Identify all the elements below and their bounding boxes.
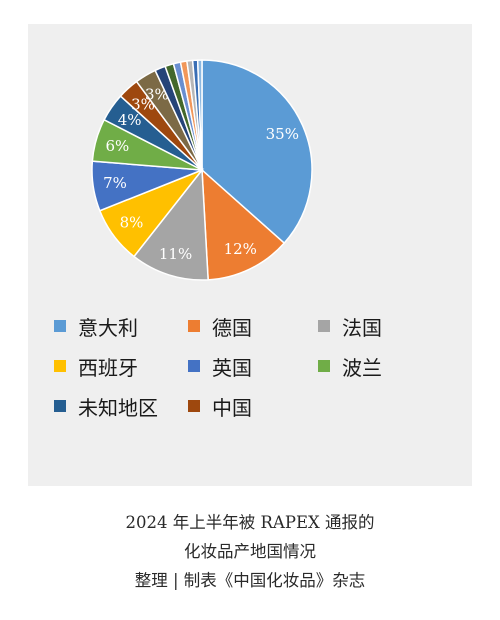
legend-swatch xyxy=(54,360,66,372)
legend-item-6: 未知地区 xyxy=(54,394,158,420)
legend-label: 意大利 xyxy=(78,315,138,340)
legend-item-4: 英国 xyxy=(188,354,252,380)
slice-data-label-2: 11% xyxy=(159,245,192,263)
legend-swatch xyxy=(318,360,330,372)
legend-label: 波兰 xyxy=(342,355,382,380)
legend-label: 德国 xyxy=(212,315,252,340)
pie-slice-2 xyxy=(132,167,209,281)
legend-swatch xyxy=(188,320,200,332)
legend-swatch xyxy=(188,360,200,372)
legend-item-7: 中国 xyxy=(188,394,252,420)
pie-slice-0 xyxy=(201,59,313,245)
pie-slice-1 xyxy=(201,168,286,281)
legend-label: 未知地区 xyxy=(78,395,158,420)
figure-caption: 2024 年上半年被 RAPEX 通报的 化妆品产地国情况 整理 | 制表《中国… xyxy=(0,508,500,595)
legend-label: 西班牙 xyxy=(78,355,138,380)
slice-data-label-0: 35% xyxy=(266,125,299,143)
slice-data-label-4: 7% xyxy=(103,174,127,192)
legend-label: 英国 xyxy=(212,355,252,380)
caption-line-1: 2024 年上半年被 RAPEX 通报的 xyxy=(125,513,375,532)
slice-data-label-7: 3% xyxy=(131,96,155,114)
legend-item-5: 波兰 xyxy=(318,354,382,380)
chart-legend: 意大利 德国 法国西班牙 英国 波兰未知地区 中国 xyxy=(28,24,472,486)
slice-data-label-6: 4% xyxy=(118,111,142,129)
slice-data-label-5: 6% xyxy=(105,137,129,155)
legend-item-2: 法国 xyxy=(318,314,382,340)
legend-swatch xyxy=(318,320,330,332)
legend-item-1: 德国 xyxy=(188,314,252,340)
chart-panel: 35% 12% 11% 8% 7% 6% 4% 3% 3% 意大利 德国 法国西班牙 英国 波兰未知地区… xyxy=(28,24,472,486)
legend-swatch xyxy=(188,400,200,412)
pie-slice-15 xyxy=(196,59,203,171)
legend-swatch xyxy=(54,400,66,412)
pie-chart: 35% 12% 11% 8% 7% 6% 4%3%3% xyxy=(91,59,313,281)
slice-data-label-1: 12% xyxy=(224,240,257,258)
legend-item-0: 意大利 xyxy=(54,314,138,340)
legend-swatch xyxy=(54,320,66,332)
slice-data-label-8: 3% xyxy=(145,85,169,103)
slice-data-label-3: 8% xyxy=(120,214,144,232)
legend-item-3: 西班牙 xyxy=(54,354,138,380)
legend-label: 中国 xyxy=(212,395,252,420)
legend-label: 法国 xyxy=(342,315,382,340)
caption-line-2: 化妆品产地国情况 xyxy=(184,542,316,561)
caption-line-3: 整理 | 制表《中国化妆品》杂志 xyxy=(134,571,366,590)
